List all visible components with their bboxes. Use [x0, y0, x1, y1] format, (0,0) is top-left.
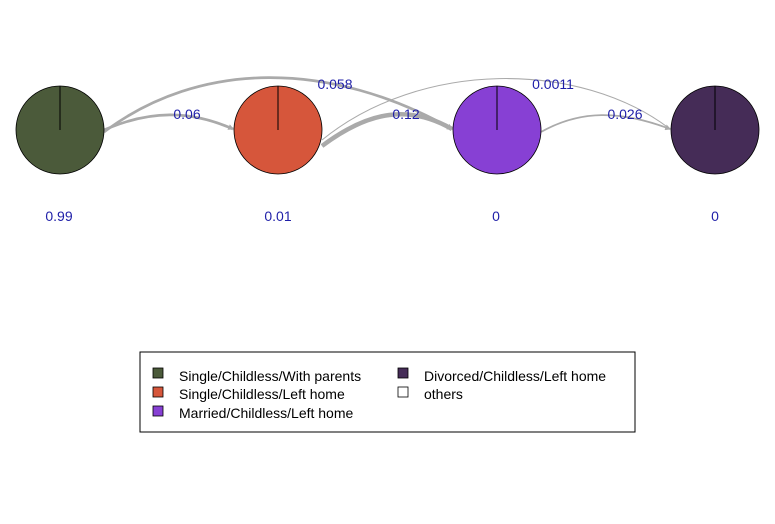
nodes [15, 85, 760, 175]
edge-label: 0.06 [173, 106, 200, 122]
legend-swatch [152, 386, 164, 398]
legend-swatch [397, 367, 409, 379]
node-probability-label: 0.01 [264, 208, 291, 224]
edge-label: 0.058 [317, 76, 352, 92]
legend-swatch [397, 386, 409, 398]
legend-swatch [152, 405, 164, 417]
legend-label: others [424, 386, 463, 402]
edge-label: 0.12 [392, 106, 419, 122]
edge-single-left-home-to-divorced [321, 78, 671, 141]
edges [103, 76, 672, 148]
edge-with-parents-to-single-left-home [103, 113, 235, 132]
node-probability-label: 0 [711, 208, 719, 224]
node-divorced-childless-left-home [670, 85, 760, 175]
legend-label: Single/Childless/Left home [179, 386, 345, 402]
legend: Single/Childless/With parents Single/Chi… [139, 351, 636, 433]
node-probability-label: 0 [492, 208, 500, 224]
node-probabilities: 0.99 0.01 0 0 [45, 208, 719, 224]
node-single-childless-with-parents [15, 85, 105, 175]
node-married-childless-left-home [452, 85, 542, 175]
legend-label: Single/Childless/With parents [179, 368, 361, 384]
legend-swatch [152, 367, 164, 379]
edge-with-parents-to-married [103, 76, 454, 134]
legend-box [139, 351, 636, 433]
edge-label: 0.0011 [532, 76, 574, 92]
edge-label: 0.026 [607, 106, 642, 122]
node-probability-label: 0.99 [45, 208, 72, 224]
node-single-childless-left-home [233, 85, 323, 175]
edge-labels: 0.06 0.058 0.12 0.0011 0.026 [173, 76, 642, 122]
edge-single-left-home-to-married [320, 112, 454, 148]
legend-label: Divorced/Childless/Left home [424, 368, 606, 384]
legend-label: Married/Childless/Left home [179, 405, 354, 421]
edge-married-to-divorced [540, 114, 672, 133]
